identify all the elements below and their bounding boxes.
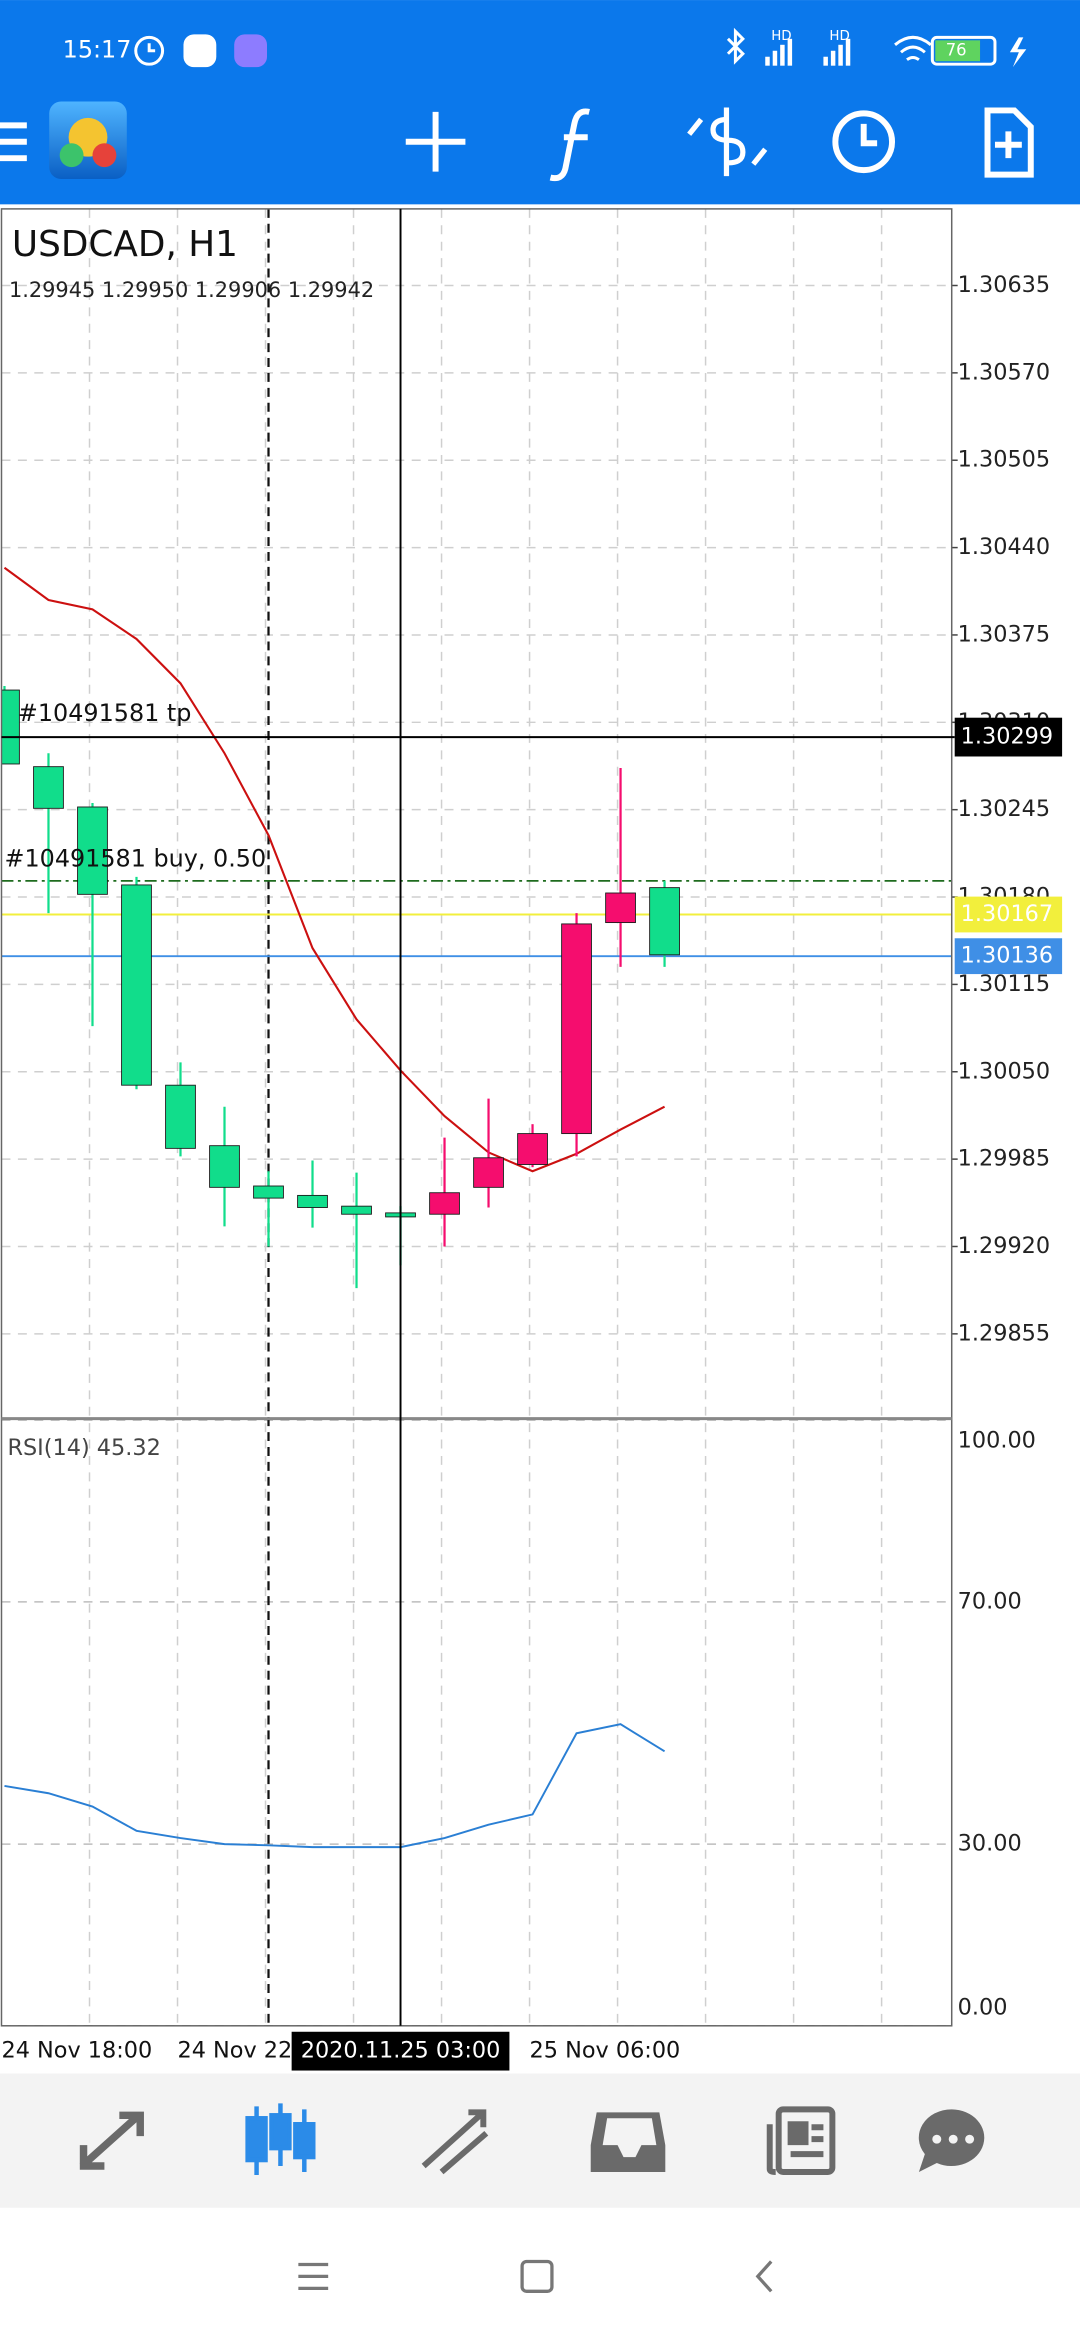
chart: 1.306351.305701.305051.304401.303751.303… bbox=[0, 208, 1063, 2071]
signal-bars bbox=[765, 38, 851, 66]
app-logo[interactable] bbox=[49, 101, 127, 180]
nav-history[interactable] bbox=[590, 2112, 666, 2172]
y-tick-label: 1.30505 bbox=[958, 447, 1050, 473]
nav-trade[interactable] bbox=[421, 2109, 489, 2175]
candle-body bbox=[429, 1192, 460, 1215]
y-tick-label: 1.30570 bbox=[958, 359, 1050, 385]
rsi-tick-label: 70.00 bbox=[958, 1588, 1022, 1614]
y-tick-label: 1.30245 bbox=[958, 796, 1050, 822]
candle-body bbox=[649, 887, 680, 956]
y-tick-label: 1.29855 bbox=[958, 1320, 1050, 1346]
candle-body bbox=[209, 1145, 240, 1188]
candle-body bbox=[253, 1185, 284, 1199]
candle-body bbox=[341, 1205, 372, 1215]
candle-body bbox=[77, 806, 108, 895]
time-label-box bbox=[291, 2031, 510, 2071]
candle-body bbox=[605, 892, 636, 924]
battery-level: 76 bbox=[946, 40, 967, 59]
price-label: 1.30167 bbox=[961, 901, 1053, 927]
system-nav bbox=[298, 2259, 773, 2293]
candle-body bbox=[121, 884, 152, 1086]
system-menu[interactable] bbox=[298, 2262, 329, 2290]
candle-body bbox=[1, 689, 20, 765]
signal-label: HD bbox=[771, 29, 791, 44]
annotation: #10491581 tp bbox=[18, 699, 192, 727]
crosshair-time-label: 2020.11.25 03:00 bbox=[301, 2038, 501, 2064]
y-tick-label: 1.30635 bbox=[958, 272, 1050, 298]
y-tick-label: 1.30375 bbox=[958, 621, 1050, 647]
rsi-line bbox=[4, 1723, 666, 1849]
app-bar bbox=[0, 0, 1080, 205]
x-tick-label: 25 Nov 06:00 bbox=[530, 2038, 681, 2064]
price-label-box bbox=[954, 938, 1063, 975]
new-order-tool[interactable] bbox=[984, 107, 1034, 178]
y-tick-label: 1.30050 bbox=[958, 1058, 1050, 1084]
plot-frame bbox=[0, 208, 953, 2027]
price-label-box bbox=[954, 896, 1063, 933]
rsi-tick-label: 0.00 bbox=[958, 1994, 1008, 2020]
y-tick-label: 1.29985 bbox=[958, 1146, 1050, 1172]
y-tick-label: 1.29920 bbox=[958, 1233, 1050, 1259]
candle-body bbox=[517, 1133, 548, 1165]
nav-chat[interactable] bbox=[918, 2109, 985, 2172]
nav-chart[interactable] bbox=[245, 2103, 316, 2175]
system-back[interactable] bbox=[755, 2260, 773, 2293]
status-time: 15:17 bbox=[63, 35, 132, 63]
candle-body bbox=[473, 1157, 504, 1188]
trade-tool[interactable] bbox=[687, 107, 768, 177]
price-label: 1.30136 bbox=[961, 943, 1053, 969]
candle-body bbox=[33, 766, 64, 809]
candle-body bbox=[165, 1084, 196, 1149]
candle-body bbox=[561, 923, 592, 1135]
moving-average bbox=[3, 566, 666, 1173]
crosshair-tool[interactable] bbox=[405, 111, 466, 172]
crosshair-label-box bbox=[954, 717, 1063, 757]
timeframe-tool[interactable] bbox=[832, 110, 896, 174]
chart-title: USDCAD, H1 bbox=[12, 224, 238, 265]
rsi-tick-label: 100.00 bbox=[958, 1428, 1036, 1454]
nav-news[interactable] bbox=[766, 2106, 836, 2175]
nav-quotes[interactable] bbox=[79, 2111, 144, 2170]
rsi-tick-label: 30.00 bbox=[958, 1831, 1022, 1857]
rsi-title: RSI(14) 45.32 bbox=[7, 1435, 160, 1461]
status-icons bbox=[134, 27, 1027, 68]
crosshair-label: 1.30299 bbox=[961, 724, 1053, 750]
order-label: #10491581 buy, 0.50 bbox=[4, 845, 266, 873]
signal-label: HD bbox=[829, 29, 849, 44]
y-tick-label: 1.30440 bbox=[958, 534, 1050, 560]
menu-button[interactable] bbox=[0, 122, 27, 162]
candle-body bbox=[297, 1194, 328, 1208]
y-tick-label: 1.30115 bbox=[958, 971, 1050, 997]
indicators-tool[interactable] bbox=[549, 108, 590, 182]
chart-subtitle: 1.29945 1.29950 1.29906 1.29942 bbox=[9, 278, 374, 302]
x-tick-label: 24 Nov 18:00 bbox=[1, 2038, 152, 2064]
bottom-nav bbox=[0, 2073, 1080, 2208]
system-home[interactable] bbox=[520, 2259, 554, 2293]
